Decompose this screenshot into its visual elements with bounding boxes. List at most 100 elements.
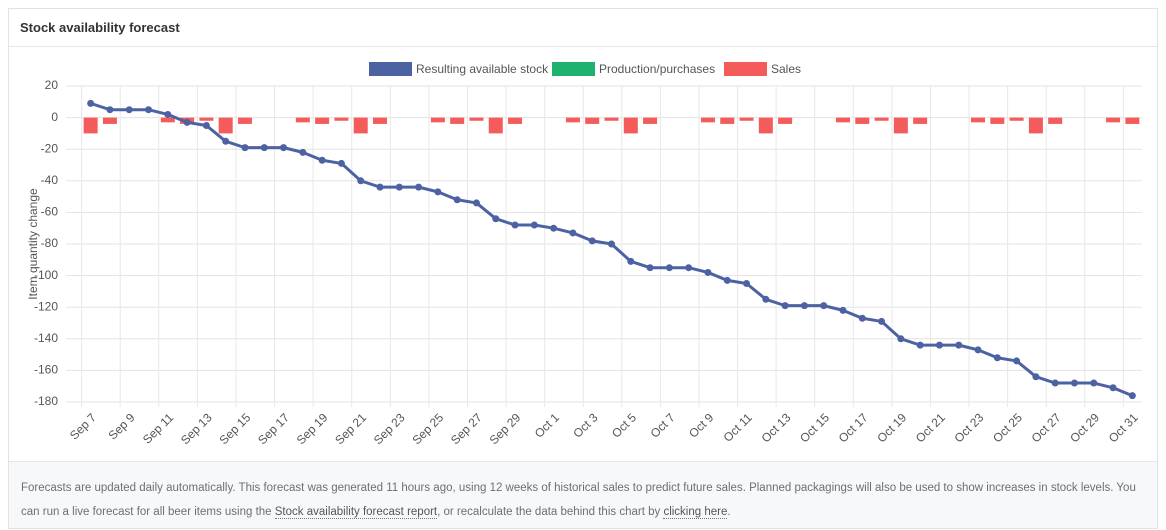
legend-swatch [552, 62, 595, 76]
x-tick-label: Sep 29 [487, 410, 524, 447]
x-tick-label: Oct 11 [721, 410, 755, 444]
point [1013, 357, 1021, 365]
legend-label: Resulting available stock [416, 62, 549, 76]
bar [1028, 117, 1043, 134]
bar [373, 117, 388, 124]
x-tick-label: Oct 7 [648, 410, 678, 440]
point [106, 106, 114, 114]
point [337, 159, 345, 167]
point [1051, 379, 1059, 387]
point [530, 221, 538, 229]
point [376, 183, 384, 191]
x-tick-label: Oct 13 [759, 410, 794, 445]
point [800, 302, 808, 310]
point [87, 99, 95, 107]
point [395, 183, 403, 191]
bar [160, 117, 175, 123]
point [492, 215, 500, 223]
bar [102, 117, 117, 124]
point [685, 264, 693, 272]
point [241, 144, 249, 152]
legend-label: Production/purchases [599, 62, 715, 76]
bar [778, 117, 793, 124]
footer-text: , or recalculate the data behind this ch… [437, 506, 664, 518]
point [318, 156, 326, 164]
point [858, 314, 866, 322]
y-axis-label: Item quantity change [26, 188, 40, 300]
bar [1048, 117, 1063, 124]
bar [855, 117, 870, 124]
x-tick-label: Oct 19 [874, 410, 909, 445]
point [878, 317, 886, 325]
y-tick-label: -20 [41, 141, 59, 155]
bar [450, 117, 465, 124]
point [781, 302, 789, 310]
point [588, 237, 596, 245]
footer-text: . [727, 506, 731, 518]
bar [1106, 117, 1121, 123]
point [260, 144, 268, 152]
bar [430, 117, 445, 123]
x-tick-label: Sep 9 [106, 410, 138, 442]
bar [874, 117, 889, 121]
x-tick-label: Oct 25 [990, 410, 1025, 445]
y-tick-label: -80 [41, 236, 59, 250]
x-tick-label: Sep 7 [67, 410, 99, 442]
report-link[interactable]: Stock availability forecast report [274, 506, 438, 519]
point [993, 354, 1001, 362]
point [299, 148, 307, 156]
x-tick-label: Sep 13 [178, 410, 215, 447]
recalculate-link[interactable]: clicking here [663, 506, 728, 519]
bar [334, 117, 349, 121]
bar [353, 117, 368, 134]
bar [893, 117, 908, 134]
point [974, 346, 982, 354]
point [820, 302, 828, 310]
bar [720, 117, 735, 124]
point [550, 224, 558, 232]
y-tick-label: -60 [41, 205, 59, 219]
point [916, 341, 924, 349]
x-tick-label: Oct 29 [1067, 410, 1102, 445]
y-tick-label: -120 [34, 299, 58, 313]
point [164, 110, 172, 118]
bar [971, 117, 986, 123]
bar [1009, 117, 1024, 121]
point [743, 280, 751, 287]
bar [488, 117, 503, 134]
footer: Forecasts are updated daily automaticall… [9, 461, 1157, 528]
bar [469, 117, 484, 121]
point [1070, 379, 1078, 387]
point [627, 257, 635, 265]
card-title: Stock availability forecast [9, 9, 1157, 47]
bar [758, 117, 773, 134]
point [897, 335, 905, 343]
bar [1125, 117, 1140, 124]
point [569, 229, 577, 237]
x-tick-label: Oct 21 [913, 410, 948, 445]
point [1109, 384, 1117, 392]
y-tick-label: -100 [34, 268, 58, 282]
point [935, 341, 943, 349]
y-tick-label: -40 [41, 173, 59, 187]
x-tick-label: Oct 27 [1029, 410, 1064, 445]
x-tick-label: Sep 27 [448, 410, 485, 447]
point [280, 144, 288, 152]
point [511, 221, 519, 229]
point [665, 264, 673, 272]
bar [990, 117, 1005, 124]
x-tick-label: Sep 19 [294, 410, 331, 447]
x-tick-label: Sep 25 [409, 410, 446, 447]
x-tick-label: Sep 17 [255, 410, 292, 447]
y-tick-label: -160 [34, 363, 58, 377]
bar [218, 117, 233, 134]
point [222, 137, 230, 145]
x-tick-label: Oct 3 [570, 410, 600, 440]
point [646, 264, 654, 272]
y-tick-label: -180 [34, 394, 58, 408]
x-tick-label: Sep 15 [217, 410, 254, 447]
bar [604, 117, 619, 121]
point [453, 196, 461, 204]
footer-text: Forecasts are updated daily automaticall… [21, 482, 1136, 518]
point [608, 240, 615, 248]
